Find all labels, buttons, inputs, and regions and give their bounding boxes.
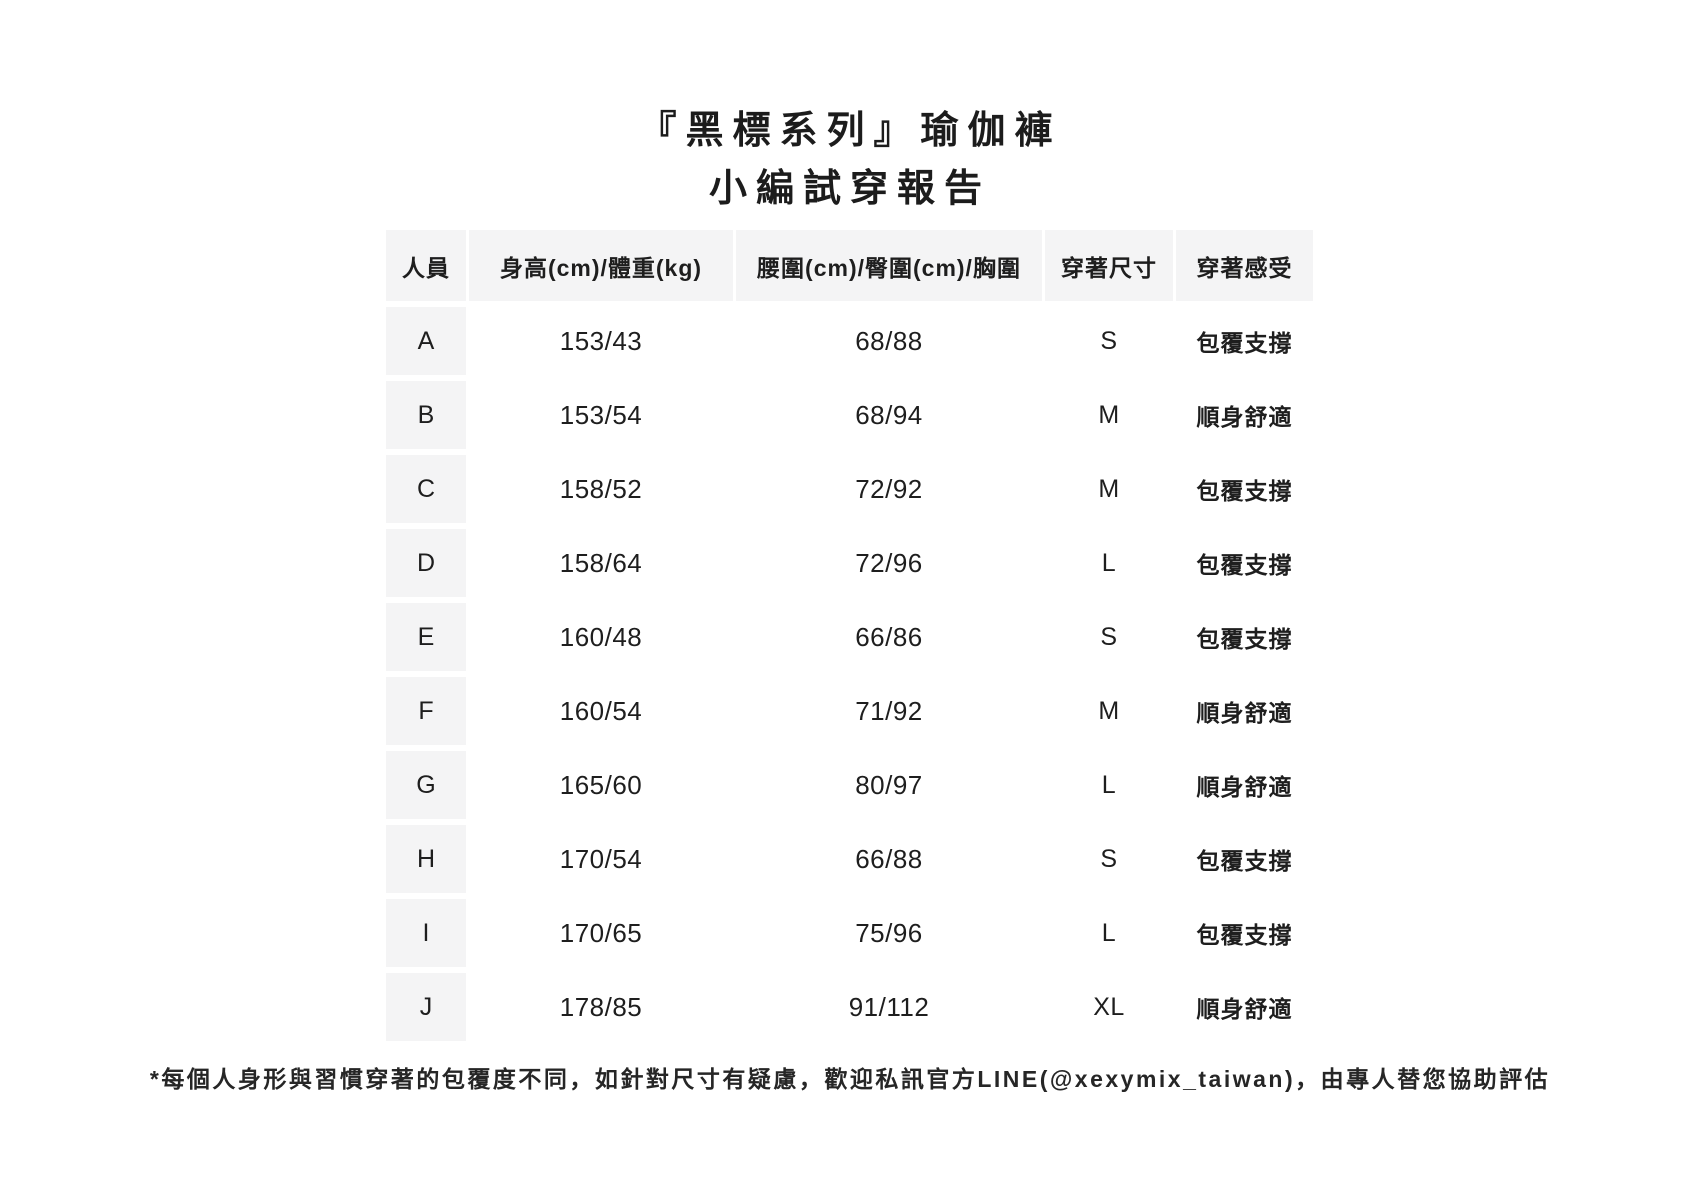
row-h-feel: 包覆支撐	[1176, 825, 1313, 893]
row-a-person: A	[386, 307, 466, 375]
row-g-person: G	[386, 751, 466, 819]
row-j-feel: 順身舒適	[1176, 973, 1313, 1041]
row-b-measurements: 68/94	[736, 381, 1042, 449]
row-f-height-weight: 160/54	[469, 677, 733, 745]
row-d-measurements: 72/96	[736, 529, 1042, 597]
row-f-measurements: 71/92	[736, 677, 1042, 745]
header-size: 穿著尺寸	[1045, 230, 1173, 301]
page-title-line-1: 『黑標系列』瑜伽褲	[638, 110, 1062, 152]
row-e-height-weight: 160/48	[469, 603, 733, 671]
row-a-measurements: 68/88	[736, 307, 1042, 375]
row-h-size: S	[1045, 825, 1173, 893]
row-b-height-weight: 153/54	[469, 381, 733, 449]
row-i-size: L	[1045, 899, 1173, 967]
header-feel: 穿著感受	[1176, 230, 1313, 301]
row-c-size: M	[1045, 455, 1173, 523]
row-e-feel: 包覆支撐	[1176, 603, 1313, 671]
row-i-person: I	[386, 899, 466, 967]
footnote: *每個人身形與習慣穿著的包覆度不同，如針對尺寸有疑慮，歡迎私訊官方LINE(@x…	[149, 1066, 1551, 1092]
page-title-line-2: 小編試穿報告	[708, 168, 991, 210]
row-g-size: L	[1045, 751, 1173, 819]
row-d-feel: 包覆支撐	[1176, 529, 1313, 597]
row-a-size: S	[1045, 307, 1173, 375]
row-a-height-weight: 153/43	[469, 307, 733, 375]
row-h-person: H	[386, 825, 466, 893]
row-h-measurements: 66/88	[736, 825, 1042, 893]
header-person: 人員	[386, 230, 466, 301]
row-g-feel: 順身舒適	[1176, 751, 1313, 819]
row-j-person: J	[386, 973, 466, 1041]
row-c-person: C	[386, 455, 466, 523]
row-i-feel: 包覆支撐	[1176, 899, 1313, 967]
row-b-size: M	[1045, 381, 1173, 449]
page-title: 『黑標系列』瑜伽褲 小編試穿報告	[0, 102, 1700, 218]
header-measurements: 腰圍(cm)/臀圍(cm)/胸圍	[736, 230, 1042, 301]
row-j-size: XL	[1045, 973, 1173, 1041]
row-e-size: S	[1045, 603, 1173, 671]
fit-report-table: 人員 身高(cm)/體重(kg) 腰圍(cm)/臀圍(cm)/胸圍 穿著尺寸 穿…	[386, 230, 1313, 1041]
row-g-height-weight: 165/60	[469, 751, 733, 819]
row-g-measurements: 80/97	[736, 751, 1042, 819]
row-e-measurements: 66/86	[736, 603, 1042, 671]
row-c-feel: 包覆支撐	[1176, 455, 1313, 523]
row-j-measurements: 91/112	[736, 973, 1042, 1041]
row-e-person: E	[386, 603, 466, 671]
row-d-person: D	[386, 529, 466, 597]
row-c-measurements: 72/92	[736, 455, 1042, 523]
row-b-person: B	[386, 381, 466, 449]
row-d-height-weight: 158/64	[469, 529, 733, 597]
row-f-person: F	[386, 677, 466, 745]
row-f-size: M	[1045, 677, 1173, 745]
header-height-weight: 身高(cm)/體重(kg)	[469, 230, 733, 301]
row-h-height-weight: 170/54	[469, 825, 733, 893]
row-a-feel: 包覆支撐	[1176, 307, 1313, 375]
row-f-feel: 順身舒適	[1176, 677, 1313, 745]
row-d-size: L	[1045, 529, 1173, 597]
row-b-feel: 順身舒適	[1176, 381, 1313, 449]
row-j-height-weight: 178/85	[469, 973, 733, 1041]
row-i-measurements: 75/96	[736, 899, 1042, 967]
row-c-height-weight: 158/52	[469, 455, 733, 523]
row-i-height-weight: 170/65	[469, 899, 733, 967]
